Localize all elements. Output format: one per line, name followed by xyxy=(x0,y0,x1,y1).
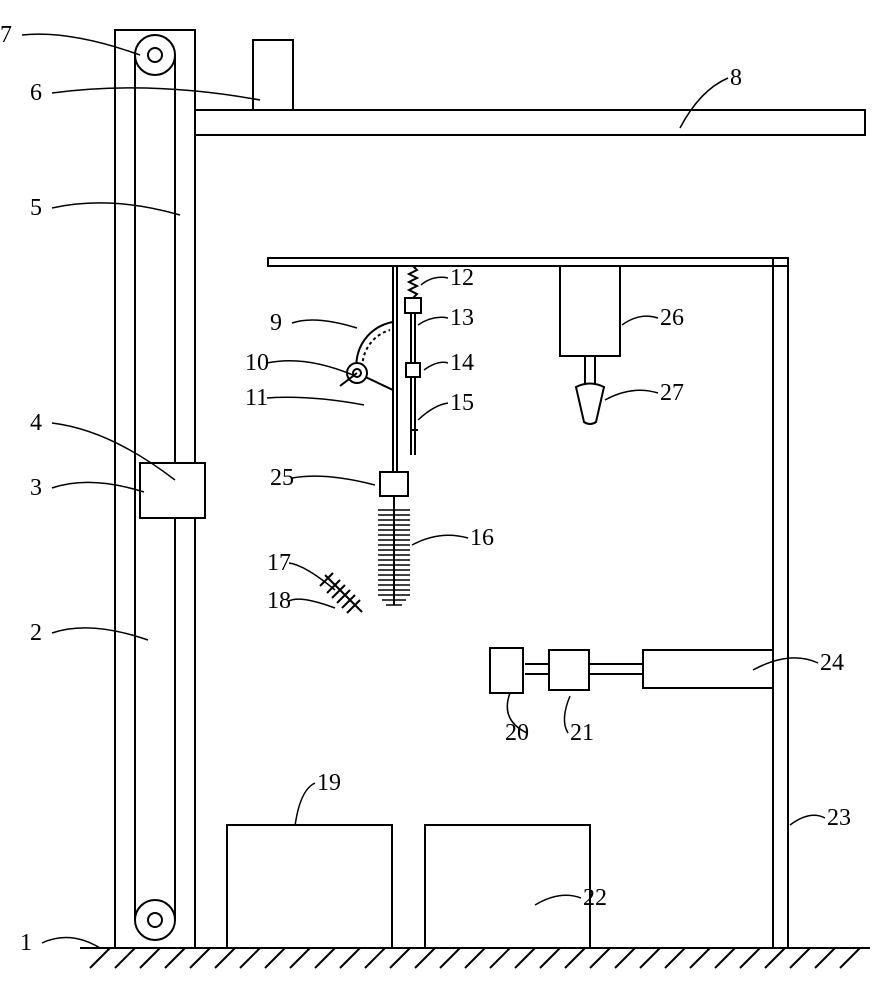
callout-17: 17 xyxy=(267,550,291,576)
leader-line xyxy=(267,397,364,405)
callout-3: 3 xyxy=(30,475,42,501)
leader-line xyxy=(412,535,468,545)
callout-8: 8 xyxy=(730,65,742,91)
top-pulley xyxy=(135,35,175,75)
callout-23: 23 xyxy=(827,805,851,831)
callout-7: 7 xyxy=(0,22,12,48)
callout-27: 27 xyxy=(660,380,684,406)
right-post xyxy=(773,258,788,948)
brush xyxy=(378,496,410,605)
callout-20: 20 xyxy=(505,720,529,746)
leader-line xyxy=(52,88,260,100)
leader-line xyxy=(292,320,357,328)
callout-12: 12 xyxy=(450,265,474,291)
callout-6: 6 xyxy=(30,80,42,106)
block-20 xyxy=(490,648,523,693)
block-21 xyxy=(549,650,589,690)
callout-16: 16 xyxy=(470,525,494,551)
spring xyxy=(409,266,417,298)
callout-24: 24 xyxy=(820,650,844,676)
callout-14: 14 xyxy=(450,350,474,376)
leader-line xyxy=(52,628,148,640)
callout-15: 15 xyxy=(450,390,474,416)
leader-line xyxy=(295,783,315,826)
callout-18: 18 xyxy=(267,588,291,614)
callout-1: 1 xyxy=(20,930,32,956)
nozzle-set xyxy=(320,573,362,613)
callout-labels: 1234567891011121314151617181920212223242… xyxy=(0,22,851,956)
coupling xyxy=(380,472,408,496)
nozzle-housing xyxy=(560,266,620,356)
leader-line xyxy=(424,362,448,370)
slider-block xyxy=(140,463,205,518)
box-22 xyxy=(425,825,590,948)
callout-2: 2 xyxy=(30,620,42,646)
callout-4: 4 xyxy=(30,410,42,436)
leader-line xyxy=(535,895,581,905)
leader-line xyxy=(605,390,658,400)
leader-line xyxy=(267,361,353,375)
callout-9: 9 xyxy=(270,310,282,336)
leader-line xyxy=(42,938,100,948)
nozzle-stem xyxy=(585,356,595,385)
callout-21: 21 xyxy=(570,720,594,746)
nozzle-tip xyxy=(576,384,604,425)
callout-5: 5 xyxy=(30,195,42,221)
callout-19: 19 xyxy=(317,770,341,796)
callout-25: 25 xyxy=(270,465,294,491)
leader-line xyxy=(418,403,448,420)
callout-26: 26 xyxy=(660,305,684,331)
box-19 xyxy=(227,825,392,948)
leader-line xyxy=(22,34,140,55)
callout-22: 22 xyxy=(583,885,607,911)
bottom-pulley xyxy=(135,900,175,940)
leader-line xyxy=(418,317,448,325)
rail-slider xyxy=(406,363,420,377)
leader-line xyxy=(622,316,658,325)
leader-line xyxy=(52,482,144,492)
leader-line xyxy=(289,599,335,608)
callout-13: 13 xyxy=(450,305,474,331)
ground xyxy=(80,948,870,968)
leader-line xyxy=(421,277,448,285)
cam-sector xyxy=(340,322,393,390)
mechanical-diagram: 1234567891011121314151617181920212223242… xyxy=(0,0,890,1000)
leader-line xyxy=(292,476,375,485)
callout-10: 10 xyxy=(245,350,269,376)
callout-11: 11 xyxy=(245,385,268,411)
horizontal-arm xyxy=(195,110,865,135)
frame-top xyxy=(268,258,788,266)
leader-line xyxy=(790,815,825,825)
leader-line xyxy=(753,658,818,670)
rail-slider-upper xyxy=(405,298,421,313)
